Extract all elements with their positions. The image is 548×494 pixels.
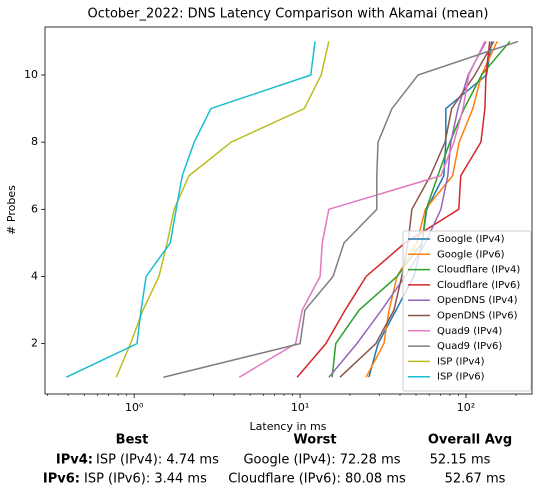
legend-label: Quad9 (IPv6)	[437, 341, 502, 352]
worst: Google (IPv4): 72.28 ms	[243, 453, 400, 468]
x-tick-label: 10⁰	[125, 401, 144, 414]
series-line	[331, 40, 511, 378]
best: ISP (IPv6): 3.44 ms	[84, 472, 207, 487]
series-line	[66, 41, 316, 378]
legend-label: Quad9 (IPv4)	[437, 326, 502, 337]
y-tick-label: 4	[31, 269, 38, 282]
series-line	[339, 41, 495, 378]
avg: 52.15 ms	[430, 453, 491, 468]
legend-label: OpenDNS (IPv6)	[437, 311, 518, 322]
best: ISP (IPv4): 4.74 ms	[96, 453, 219, 468]
plot-frame	[44, 26, 533, 395]
header: Overall Avg	[428, 433, 512, 448]
x-axis-label: Latency in ms	[250, 420, 327, 433]
row-label: IPv6:	[43, 472, 80, 487]
legend-label: OpenDNS (IPv4)	[437, 295, 518, 306]
header: Best	[116, 433, 149, 448]
legend-label: ISP (IPv6)	[437, 372, 485, 383]
series-line	[115, 41, 330, 378]
y-tick-label: 6	[31, 202, 38, 215]
chart-title: October_2022: DNS Latency Comparison wit…	[88, 7, 489, 22]
series-line	[238, 41, 486, 378]
series-line	[328, 41, 487, 378]
x-tick-label: 10¹	[291, 401, 309, 414]
worst: Cloudflare (IPv6): 80.08 ms	[228, 472, 406, 487]
y-tick-label: 10	[24, 68, 38, 81]
series-line	[163, 40, 519, 378]
series-line	[296, 41, 491, 378]
row-label: IPv4:	[56, 453, 93, 468]
legend-label: Cloudflare (IPv6)	[437, 280, 520, 291]
x-tick-label: 10²	[457, 401, 475, 414]
legend-label: Cloudflare (IPv4)	[437, 265, 520, 276]
avg: 52.67 ms	[445, 472, 506, 487]
y-tick-label: 8	[31, 135, 38, 148]
y-tick-label: 2	[31, 337, 38, 350]
legend-label: ISP (IPv4)	[437, 356, 485, 367]
legend-label: Google (IPv4)	[437, 234, 505, 245]
legend-box	[402, 230, 532, 392]
y-axis-label: # Probes	[5, 185, 18, 235]
legend-label: Google (IPv6)	[437, 249, 505, 260]
header: Worst	[293, 433, 336, 448]
